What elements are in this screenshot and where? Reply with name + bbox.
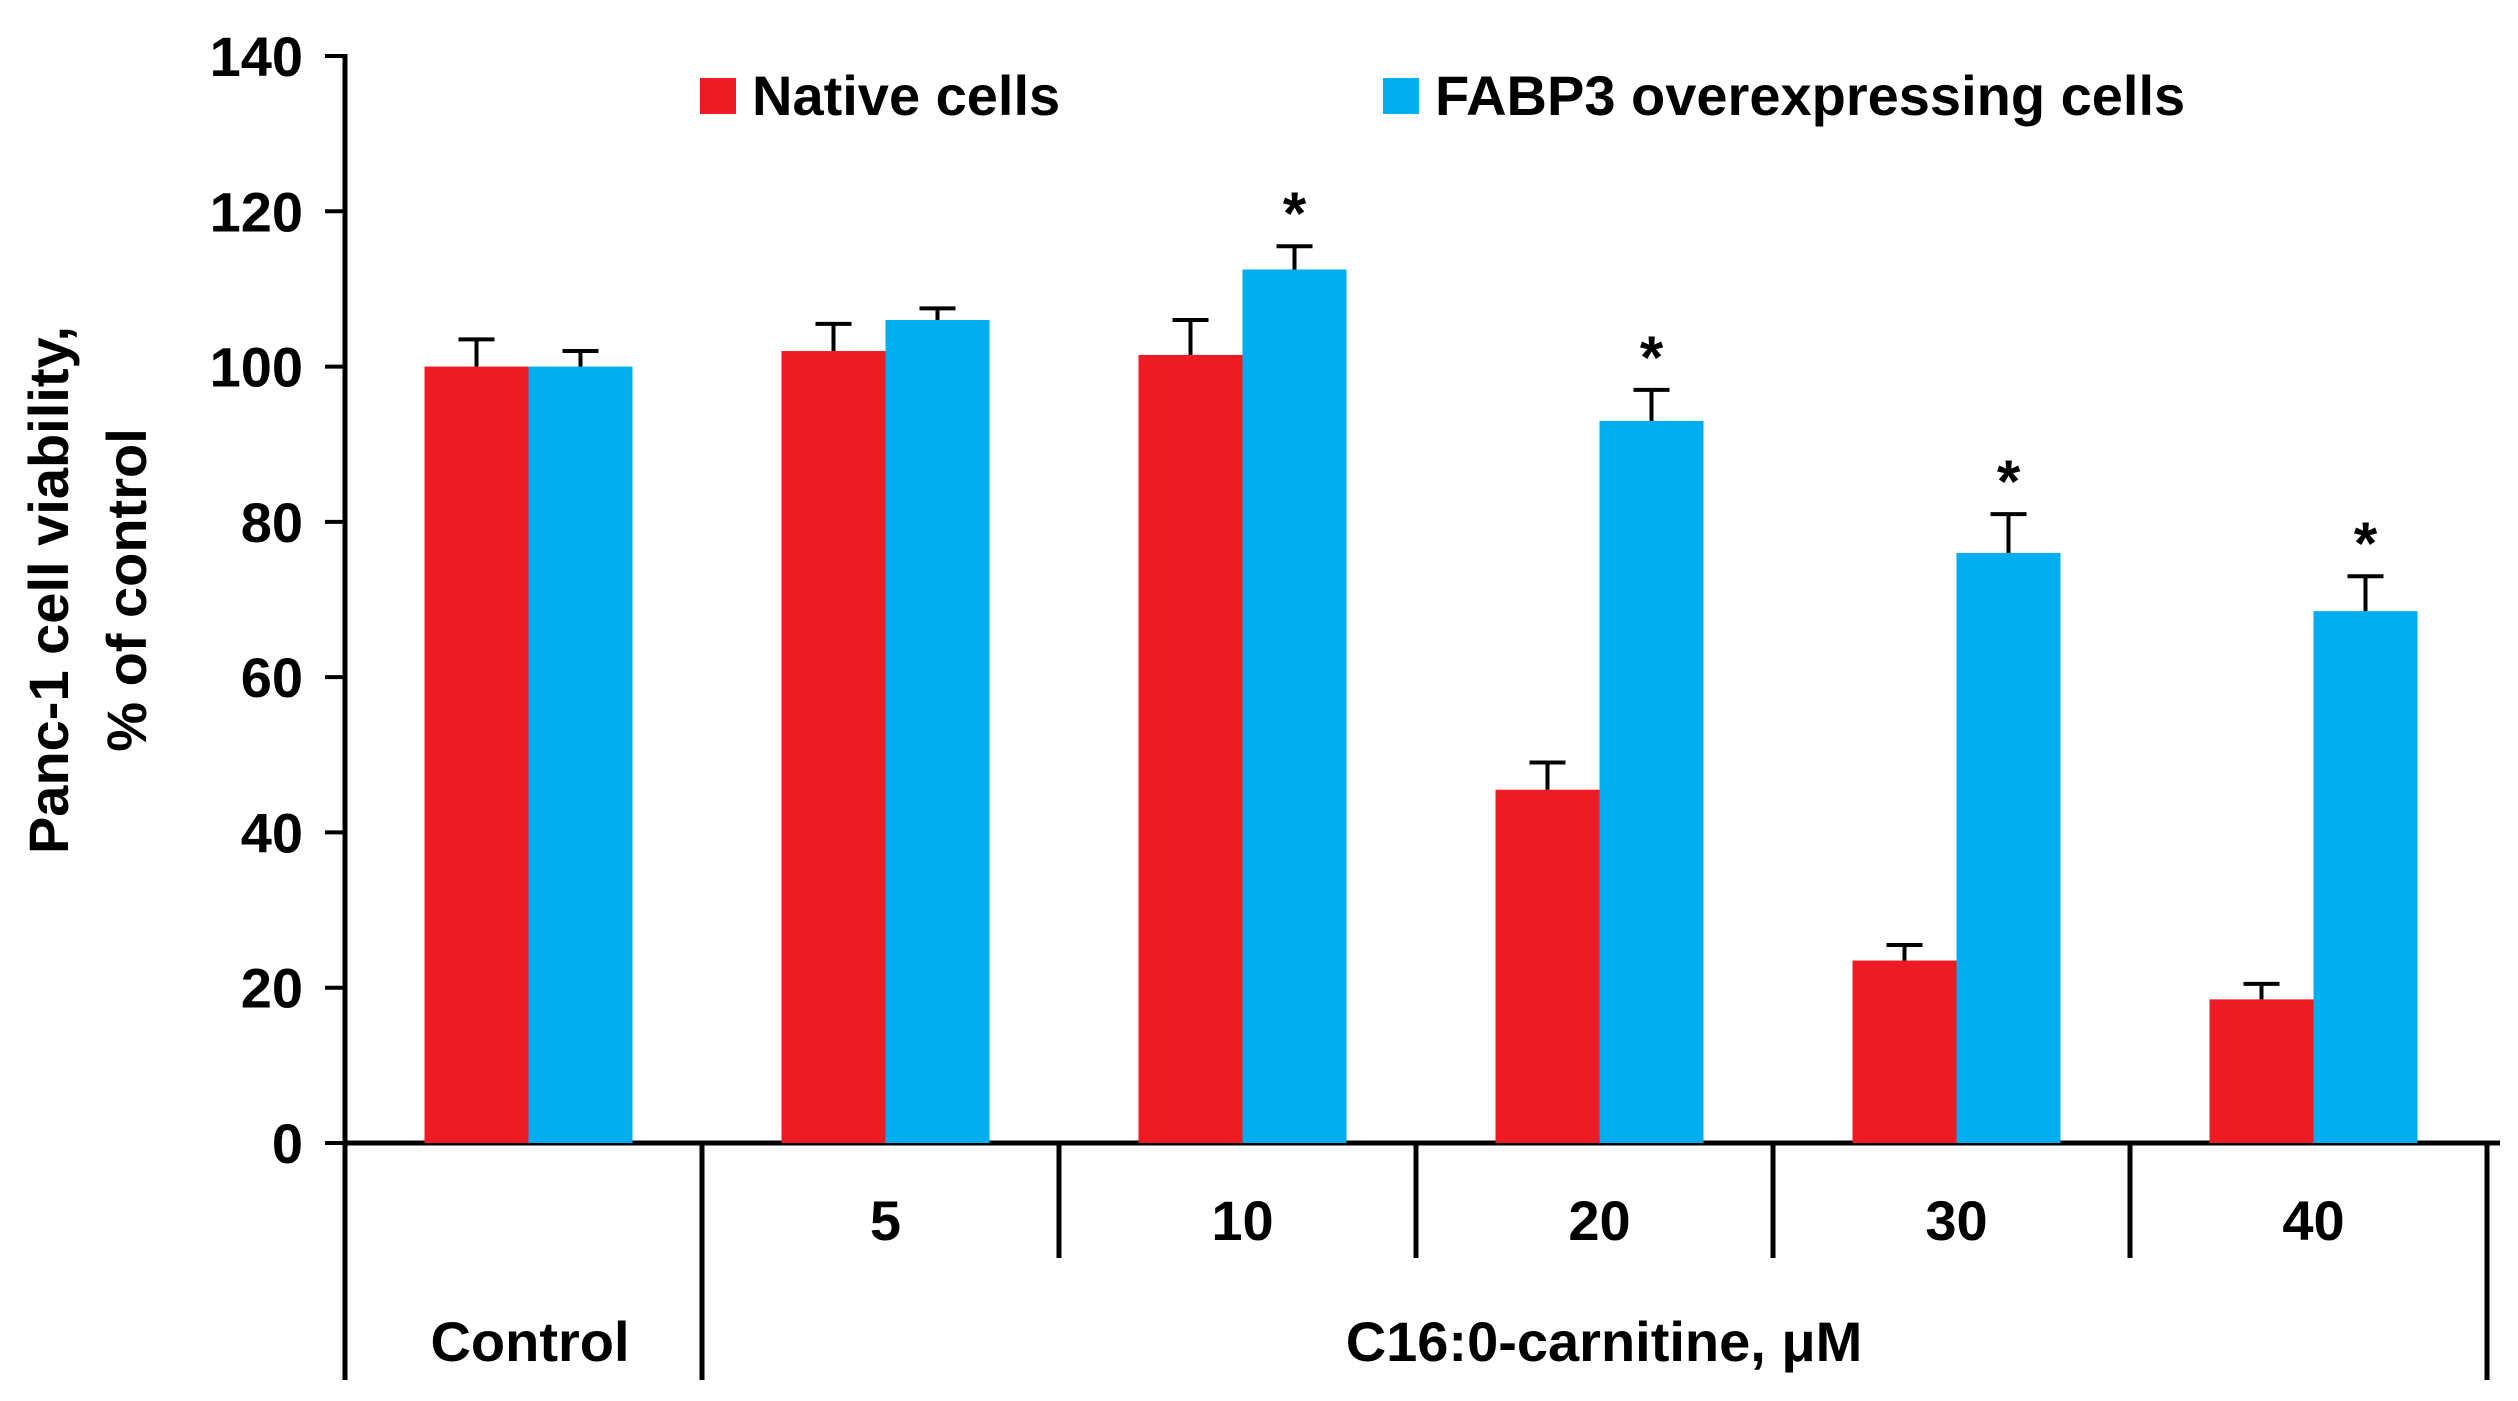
bar-fabp3-40 bbox=[2313, 611, 2418, 1143]
category-dividers bbox=[342, 1143, 2490, 1380]
bar-native-control bbox=[424, 366, 529, 1144]
bar-fabp3-20 bbox=[1599, 420, 1704, 1144]
y-tick-label: 20 bbox=[241, 957, 303, 1020]
legend-label-native: Native cells bbox=[752, 64, 1060, 127]
x-tick-label: 10 bbox=[1211, 1189, 1273, 1252]
bar-native-5 bbox=[781, 351, 886, 1143]
bar-native-30 bbox=[1852, 960, 1957, 1143]
y-tick-label: 40 bbox=[241, 801, 303, 864]
y-tick-label: 140 bbox=[210, 25, 303, 88]
y-tick-label: 60 bbox=[241, 646, 303, 709]
legend-swatch-native bbox=[700, 78, 736, 114]
significance-asterisk: * bbox=[1283, 180, 1307, 247]
y-axis-title-line1: Panc-1 cell viability, bbox=[17, 326, 80, 854]
x-tick-label: 40 bbox=[2282, 1189, 2344, 1252]
legend-label-fabp3: FABP3 overexpressing cells bbox=[1435, 64, 2185, 127]
significance-asterisk: * bbox=[2354, 510, 2378, 577]
y-tick-label: 100 bbox=[210, 336, 303, 399]
y-axis-ticks: 0 20 40 60 80 100 120 140 bbox=[210, 25, 345, 1175]
bar-native-10 bbox=[1138, 354, 1243, 1143]
y-tick-label: 120 bbox=[210, 180, 303, 243]
y-tick-label: 80 bbox=[241, 491, 303, 554]
bar-fabp3-30 bbox=[1956, 552, 2061, 1143]
bar-native-20 bbox=[1495, 789, 1600, 1143]
significance-asterisk: * bbox=[1640, 324, 1664, 391]
legend-swatch-fabp3 bbox=[1383, 78, 1419, 114]
bar-fabp3-5 bbox=[885, 319, 990, 1143]
bar-fabp3-control bbox=[528, 366, 633, 1144]
x-axis-tick-labels: 5 10 20 30 40 bbox=[870, 1189, 2345, 1252]
error-bars bbox=[458, 244, 2384, 1000]
x-tick-label: 20 bbox=[1568, 1189, 1630, 1252]
bar-native-40 bbox=[2209, 999, 2314, 1143]
bar-fabp3-10 bbox=[1242, 269, 1347, 1144]
y-tick-label: 0 bbox=[272, 1112, 303, 1175]
significance-asterisk: * bbox=[1997, 448, 2021, 515]
x-tick-label: 5 bbox=[870, 1189, 901, 1252]
control-group-label: Control bbox=[430, 1310, 629, 1373]
significance-markers: * * * * bbox=[1283, 180, 2378, 577]
legend: Native cells FABP3 overexpressing cells bbox=[700, 64, 2185, 127]
y-axis-title-line2: % of control bbox=[95, 428, 158, 752]
x-tick-label: 30 bbox=[1925, 1189, 1987, 1252]
x-axis-title: C16:0-carnitine, μM bbox=[1346, 1310, 1863, 1373]
bars bbox=[424, 269, 2418, 1144]
